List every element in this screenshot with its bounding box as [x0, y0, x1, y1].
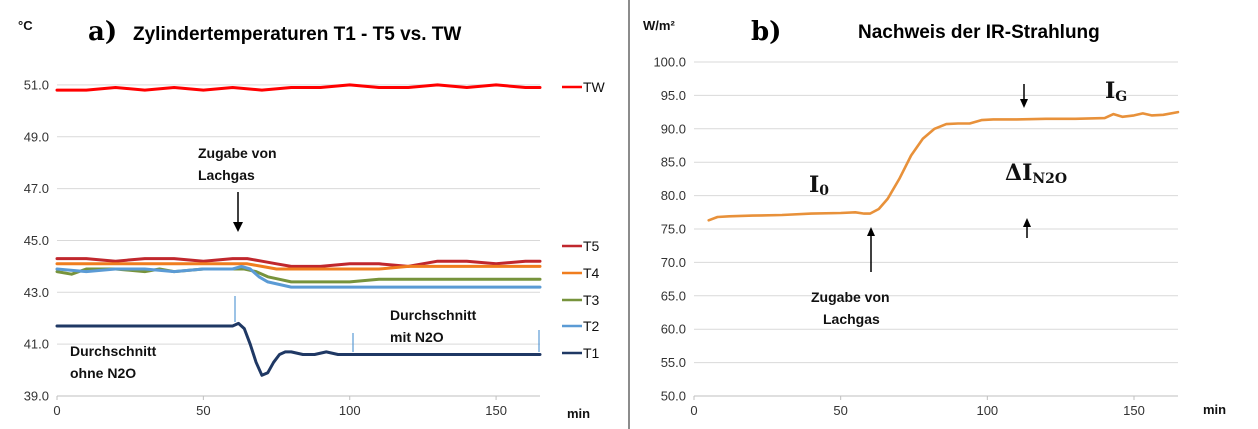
b-y-tick-label: 85.0: [661, 155, 686, 170]
b-y-tick-label: 70.0: [661, 255, 686, 270]
chart-b-gas-note-line1: Zugabe von: [811, 289, 890, 305]
chart-b-i0-main: I: [809, 172, 819, 198]
b-y-tick-label: 75.0: [661, 222, 686, 237]
a-x-tick-label: 50: [196, 403, 210, 418]
a-series-line-t5: [55, 257, 542, 268]
chart-b-up-arrowhead: [1023, 218, 1031, 227]
chart-a-y-ticks: 39.0 41.0 43.0 45.0 47.0 49.0 51.0: [24, 77, 49, 403]
legend-label-t4: T4: [583, 265, 600, 281]
a-y-tick-label: 39.0: [24, 389, 49, 404]
chart-a-legend: TW T5 T4 T3 T2 T1: [562, 79, 606, 361]
chart-b-y-unit: W/m²: [643, 18, 675, 33]
chart-b-title: Nachweis der IR-Strahlung: [858, 22, 1100, 43]
a-series-line-t4: [55, 262, 542, 271]
a-series-line-t1: [55, 321, 542, 377]
chart-a-grid: [57, 84, 540, 397]
a-y-tick-label: 49.0: [24, 129, 49, 144]
chart-a-x-unit: min: [567, 406, 590, 421]
legend-label-t2: T2: [583, 318, 600, 334]
chart-a-svg: °C a) Zylindertemperaturen T1 - T5 vs. T…: [18, 17, 606, 421]
chart-b-delta-sub: N2O: [1032, 171, 1067, 187]
chart-b-panel-label: b): [751, 17, 781, 47]
a-series-line-tw: [55, 83, 542, 92]
chart-a-title: Zylindertemperaturen T1 - T5 vs. TW: [133, 24, 461, 45]
chart-b-series: [707, 110, 1180, 222]
chart-b-grid: [694, 61, 1178, 397]
a-x-tick-label: 0: [53, 403, 60, 418]
chart-b-ig-sub: G: [1115, 89, 1127, 105]
legend-label-t1: T1: [583, 345, 600, 361]
b-y-tick-label: 90.0: [661, 121, 686, 136]
b-y-tick-label: 95.0: [661, 88, 686, 103]
chart-a-avg-without-line2: ohne N2O: [70, 365, 136, 381]
chart-a-avg-with-line2: mit N2O: [390, 329, 444, 345]
chart-b-i0-sub: 0: [819, 183, 829, 199]
chart-panel-b: W/m² b) Nachweis der IR-Strahlung min 50…: [633, 0, 1258, 429]
chart-a-series: [55, 83, 542, 377]
chart-a-gas-arrowhead: [233, 222, 243, 232]
chart-b-delta-main: ΔI: [1005, 160, 1032, 186]
chart-a-x-ticks: 0 50 100 150: [53, 396, 507, 418]
legend-label-tw: TW: [583, 79, 606, 95]
legend-label-t5: T5: [583, 238, 600, 254]
chart-panel-a: °C a) Zylindertemperaturen T1 - T5 vs. T…: [18, 0, 630, 429]
chart-a-gas-note-line1: Zugabe von: [198, 145, 277, 161]
chart-a-avg-without-line1: Durchschnitt: [70, 343, 157, 359]
a-y-tick-label: 43.0: [24, 285, 49, 300]
a-y-tick-label: 41.0: [24, 337, 49, 352]
a-y-tick-label: 45.0: [24, 233, 49, 248]
chart-b-x-unit: min: [1203, 402, 1226, 417]
chart-b-x-ticks: 0 50 100 150: [690, 396, 1145, 418]
b-y-tick-label: 65.0: [661, 288, 686, 303]
a-x-tick-label: 150: [485, 403, 507, 418]
chart-a-panel-label: a): [88, 17, 117, 47]
chart-a-gas-note-line2: Lachgas: [198, 167, 255, 183]
chart-a-avg-with-line1: Durchschnitt: [390, 307, 477, 323]
a-x-tick-label: 100: [339, 403, 361, 418]
legend-label-t3: T3: [583, 292, 600, 308]
b-x-tick-label: 100: [976, 403, 998, 418]
chart-b-gas-arrowhead: [867, 227, 875, 236]
chart-b-gas-note-line2: Lachgas: [823, 311, 880, 327]
b-y-tick-label: 55.0: [661, 355, 686, 370]
a-series-line-t2: [55, 264, 542, 289]
b-y-tick-label: 60.0: [661, 322, 686, 337]
a-series-line-t3: [55, 267, 542, 284]
b-x-tick-label: 50: [833, 403, 847, 418]
b-series-line-0: [707, 110, 1180, 222]
chart-b-ig-label: IG: [1105, 78, 1127, 105]
chart-b-down-arrowhead: [1020, 99, 1028, 108]
a-y-tick-label: 47.0: [24, 181, 49, 196]
b-x-tick-label: 150: [1123, 403, 1145, 418]
chart-b-i0-label: I0: [809, 172, 829, 199]
b-y-tick-label: 80.0: [661, 188, 686, 203]
chart-b-y-ticks: 50.0 55.0 60.0 65.0 70.0 75.0 80.0 85.0 90.0 95.0…: [653, 55, 686, 404]
b-x-tick-label: 0: [690, 403, 697, 418]
a-y-tick-label: 51.0: [24, 77, 49, 92]
b-y-tick-label: 50.0: [661, 389, 686, 404]
chart-b-svg: W/m² b) Nachweis der IR-Strahlung min 50…: [643, 17, 1226, 418]
b-y-tick-label: 100.0: [653, 55, 686, 70]
chart-b-delta-label: ΔIN2O: [1005, 160, 1067, 187]
chart-a-y-unit: °C: [18, 18, 33, 33]
chart-b-ig-main: I: [1105, 78, 1115, 104]
